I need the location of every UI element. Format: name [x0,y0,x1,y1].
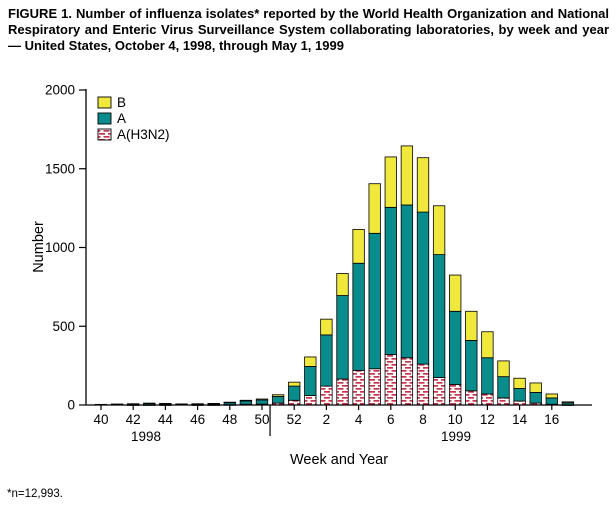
bar-segment-A(H3N2)-week-5 [368,368,381,406]
bar-segment-A-week-3 [336,295,349,380]
bar-segment-A-week-6 [384,206,397,355]
bar-segment-A(H3N2)-week-10 [449,384,462,406]
bar-segment-A(H3N2)-week-11 [465,390,478,406]
year-label-1999: 1999 [441,429,471,444]
legend-swatch-A [97,112,112,125]
x-tick-label: 40 [93,412,108,427]
bar-segment-B-week-3 [336,273,349,296]
x-tick-label: 10 [448,412,463,427]
x-tick-label: 12 [480,412,495,427]
bar-segment-B-week-5 [368,183,381,234]
legend-label-B: B [117,95,126,110]
x-tick-label: 44 [158,412,174,427]
bar-segment-A-week-5 [368,232,381,370]
bar-segment-A-week-11 [465,340,478,392]
bar-segment-B-week-4 [352,228,365,264]
x-tick-label: 8 [419,412,427,427]
y-tick-label: 1000 [45,240,75,255]
bar-segment-A(H3N2)-week-12 [481,393,494,406]
legend-label-A(H3N2): A(H3N2) [117,127,170,142]
bar-segment-A-week-4 [352,262,365,371]
x-tick-label: 16 [544,412,559,427]
bar-segment-A-week-10 [449,310,462,385]
bar-segment-B-week-7 [400,145,414,206]
bar-segment-A-week-7 [400,204,414,359]
bar-segment-A(H3N2)-week-4 [352,369,365,406]
bar-segment-A(H3N2)-week-1 [304,395,317,406]
bar-segment-B-week-1 [304,356,317,367]
y-axis-title: Number [31,221,47,273]
bar-segment-B-week-49 [239,399,253,402]
bar-segment-B-week-14 [513,377,526,389]
bar-segment-A(H3N2)-week-52 [288,399,301,406]
bar-segment-A-week-15 [529,391,542,404]
bar-segment-B-week-16 [545,393,558,399]
bar-segment-A-week-2 [320,334,333,387]
sample-size-footnote: *n=12,993. [7,488,63,500]
bar-segment-A(H3N2)-week-13 [497,397,510,406]
bar-segment-A(H3N2)-week-7 [400,357,414,406]
y-tick-label: 1500 [45,161,75,176]
bar-segment-A-week-52 [288,385,301,401]
bar-segment-A-week-14 [513,388,526,402]
bar-segment-A(H3N2)-week-3 [336,378,349,406]
bar-segment-A-week-49 [239,400,253,405]
x-tick-label: 52 [287,412,302,427]
bar-segment-A-week-13 [497,376,510,399]
x-axis-title: Week and Year [289,452,389,468]
bar-segment-A(H3N2)-week-6 [384,354,397,406]
bar-segment-B-week-52 [288,381,301,387]
bar-segment-B-week-46 [191,403,204,405]
legend-swatch-A(H3N2) [97,128,112,141]
bar-segment-B-week-11 [465,310,478,341]
bar-segment-A(H3N2)-week-2 [320,385,333,406]
bar-segment-B-week-2 [320,318,333,336]
bar-segment-B-week-13 [497,360,510,378]
y-tick-label: 500 [52,319,75,334]
bar-segment-B-week-47 [207,403,220,405]
bar-segment-A(H3N2)-week-8 [416,363,430,406]
bar-segment-B-week-8 [416,157,430,213]
x-tick-label: 50 [254,412,269,427]
bar-segment-B-week-10 [449,274,462,312]
x-tick-label: 48 [222,412,237,427]
bar-segment-A-week-8 [416,211,430,365]
bar-segment-A-week-50 [255,399,269,405]
bar-segment-B-week-42 [127,403,140,405]
bar-segment-B-week-50 [255,398,269,401]
bar-segment-A-week-16 [545,397,558,405]
bar-segment-B-week-48 [223,401,236,404]
bar-segment-B-week-12 [481,331,494,359]
bar-segment-A-week-12 [481,357,494,395]
bar-segment-B-week-51 [271,394,285,397]
bar-segment-B-week-17 [561,401,575,404]
y-tick-label: 0 [67,398,75,413]
bar-segment-A-week-51 [271,395,285,404]
bar-segment-A-week-9 [432,254,446,378]
year-label-1998: 1998 [131,429,161,444]
x-tick-label: 14 [512,412,528,427]
legend-swatch-B [97,96,112,109]
x-tick-label: 6 [387,412,395,427]
x-tick-label: 2 [323,412,331,427]
y-tick-label: 2000 [45,84,75,98]
x-tick-label: 46 [190,412,205,427]
bar-segment-B-week-44 [159,403,172,405]
bar-segment-B-week-9 [432,205,446,255]
bar-segment-B-week-6 [384,156,397,208]
x-tick-label: 42 [126,412,141,427]
x-tick-label: 4 [355,412,363,427]
bar-segment-B-week-15 [529,382,542,393]
bar-segment-A(H3N2)-week-9 [432,377,446,406]
bar-segment-B-week-43 [143,402,156,405]
bar-segment-A-week-1 [304,366,317,396]
figure-title: FIGURE 1. Number of influenza isolates* … [8,6,609,53]
influenza-stacked-bar-chart: 0 500 1000 1500 2000 40 42 44 46 48 50 52 2 4 6 8 10 12 14… [0,83,616,486]
legend-label-A: A [117,111,126,126]
